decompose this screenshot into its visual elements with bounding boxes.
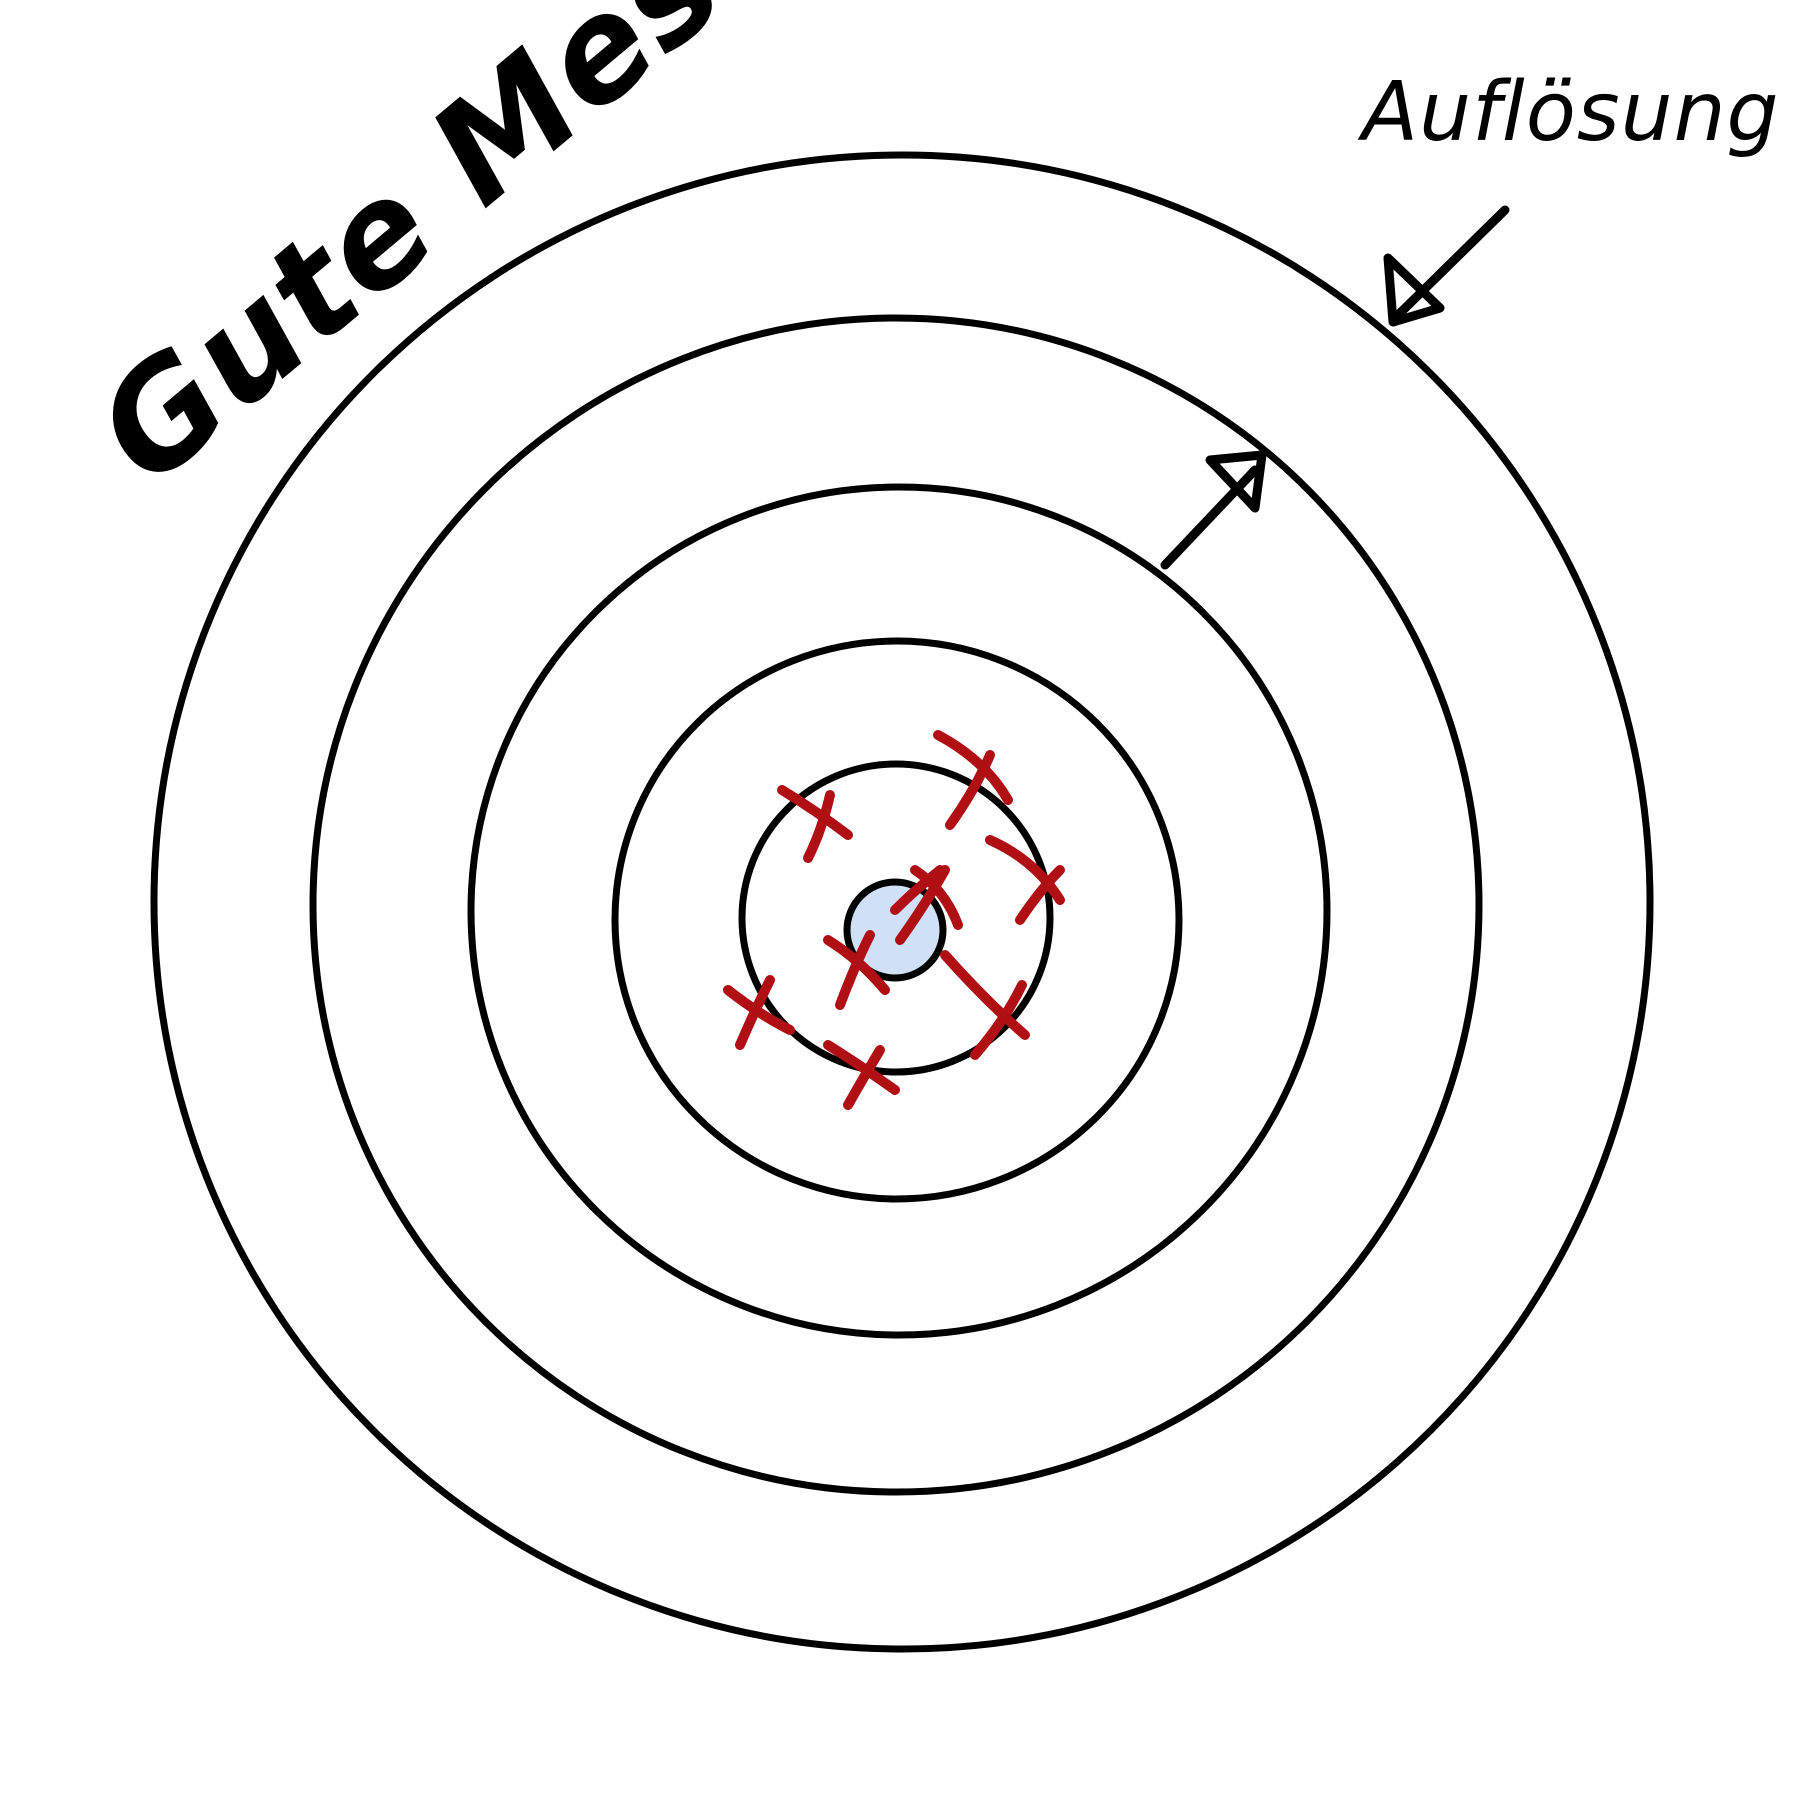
hit-mark [940, 950, 1030, 1060]
hit-mark [933, 730, 1013, 830]
hit-marks [723, 730, 1065, 1110]
hit-mark [823, 930, 890, 1010]
hit-mark [895, 865, 963, 945]
ring-5 [150, 151, 1654, 1653]
target-rings [150, 151, 1654, 1653]
ring-3 [467, 483, 1331, 1339]
arrow-to-outer-ring [1383, 205, 1510, 327]
hit-mark [985, 835, 1065, 925]
hit-mark [777, 785, 853, 863]
hit-mark [890, 865, 945, 915]
ring-4 [309, 314, 1483, 1496]
ring-1 [738, 760, 1054, 1076]
title-text: Gute Messung [67, 0, 1052, 516]
hit-mark [723, 975, 795, 1050]
resolution-label: Auflösung [1357, 65, 1780, 160]
ring-2 [611, 637, 1183, 1203]
arrow-ring-spacing [1160, 450, 1267, 570]
hit-mark [823, 1040, 900, 1110]
